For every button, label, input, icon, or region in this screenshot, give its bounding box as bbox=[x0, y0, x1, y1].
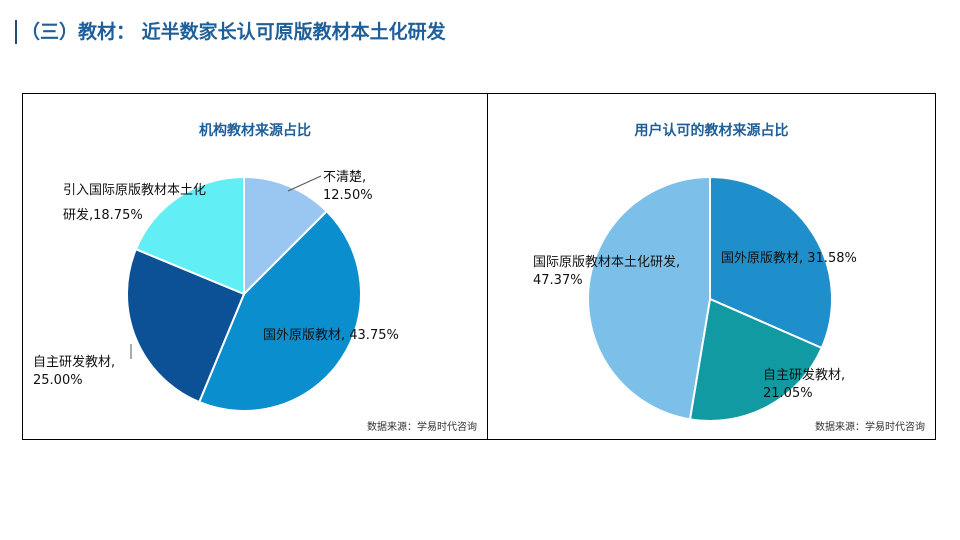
right-pie-chart: 国外原版教材, 31.58% 自主研发教材, 21.05% 国际原版教材本土化研发, 4… bbox=[533, 175, 857, 422]
right-chart-title: 用户认可的教材来源占比 bbox=[634, 123, 789, 139]
slice-data-label: 47.37% bbox=[533, 273, 583, 288]
pie-slice-2 bbox=[197, 209, 362, 412]
label-leader-line bbox=[287, 175, 322, 192]
right-chart-source: 数据来源：学易时代咨询 bbox=[815, 422, 925, 433]
slice-data-label: 12.50% bbox=[323, 188, 373, 203]
slice-data-label: 国外原版教材, 31.58% bbox=[721, 250, 857, 266]
slice-data-label: 25.00% bbox=[33, 373, 83, 388]
left-chart-panel: 机构教材来源占比 不清楚, 12.50% 国外原版教材, 43.75% 自主研发教材,… bbox=[22, 93, 488, 440]
slice-data-label: 不清楚, bbox=[323, 170, 366, 185]
left-chart-title: 机构教材来源占比 bbox=[199, 123, 311, 139]
right-chart-panel: 用户认可的教材来源占比 国外原版教材, 31.58% 自主研发教材, 21.05% 国… bbox=[487, 93, 936, 440]
slice-data-label: 国际原版教材本土化研发, bbox=[533, 254, 680, 270]
left-pie-chart: 不清楚, 12.50% 国外原版教材, 43.75% 自主研发教材, 25.00% 引入国… bbox=[33, 170, 399, 412]
pie-slice-3 bbox=[126, 247, 246, 404]
pie-slice-2 bbox=[688, 297, 824, 422]
slice-data-label: 自主研发教材, bbox=[763, 367, 845, 383]
pie-slice-1 bbox=[243, 175, 329, 297]
slice-data-label: 研发,18.75% bbox=[63, 207, 143, 223]
page-title: （三）教材： 近半数家长认可原版教材本土化研发 bbox=[21, 21, 446, 43]
slice-data-label: 国外原版教材, 43.75% bbox=[263, 327, 399, 343]
slice-data-label: 自主研发教材, bbox=[33, 354, 115, 370]
left-chart-source: 数据来源：学易时代咨询 bbox=[367, 422, 477, 433]
pie-slice-3 bbox=[587, 175, 711, 421]
slice-data-label: 引入国际原版教材本土化 bbox=[63, 182, 206, 198]
pie-slice-1 bbox=[709, 175, 833, 350]
slice-data-label: 21.05% bbox=[763, 386, 813, 401]
title-bar: （三）教材： 近半数家长认可原版教材本土化研发 bbox=[15, 20, 446, 44]
pie-slice-4 bbox=[134, 175, 245, 296]
